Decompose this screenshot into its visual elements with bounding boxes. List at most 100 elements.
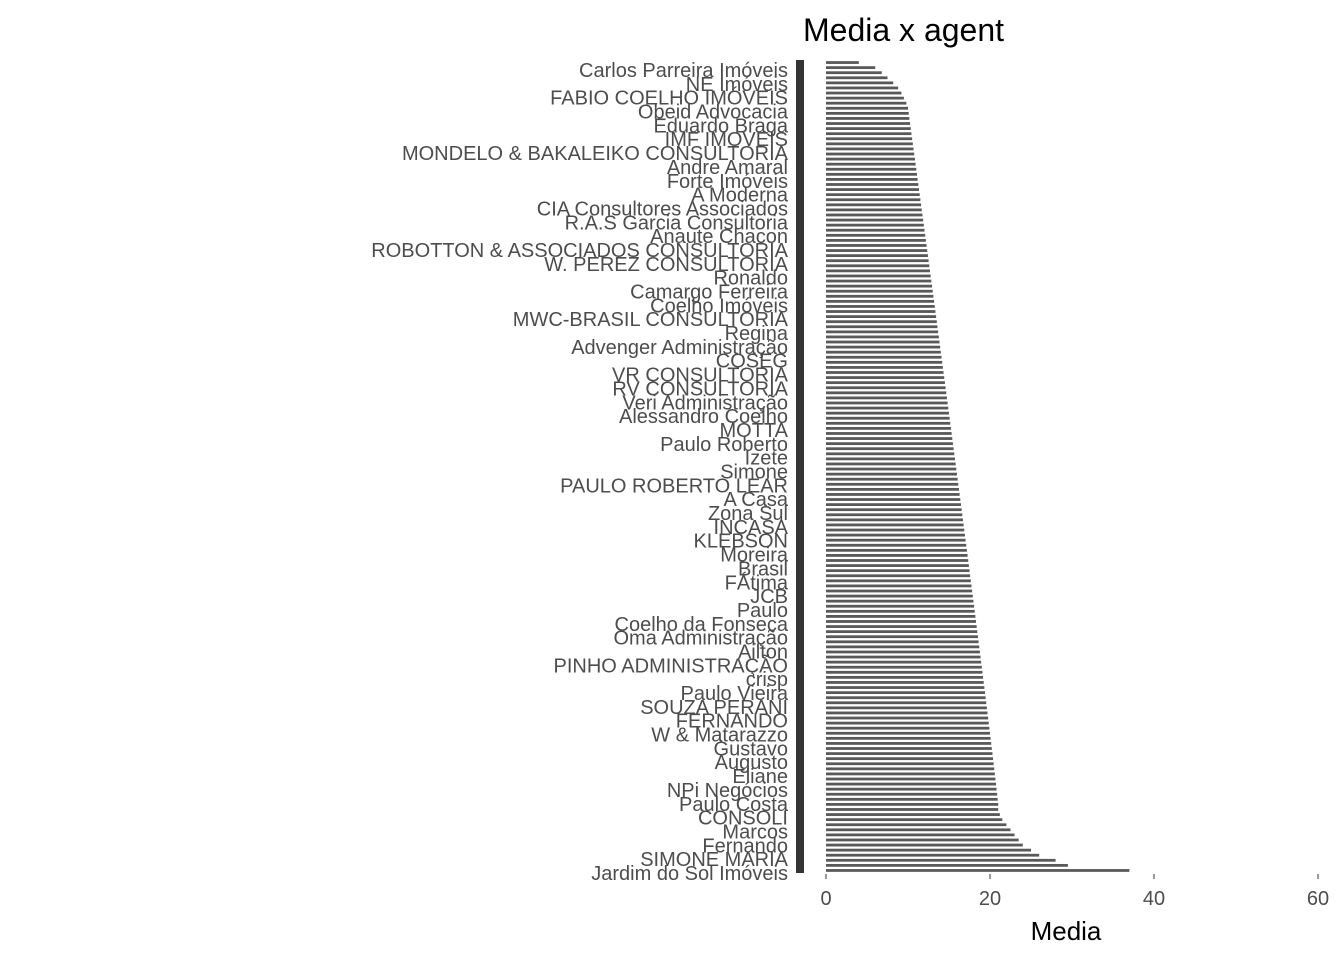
bar xyxy=(826,869,1130,872)
category-label: Alessandro Coelho xyxy=(619,406,788,428)
category-label: INCASA xyxy=(714,517,789,539)
bar xyxy=(826,381,945,385)
bar xyxy=(826,142,913,146)
category-label: KLEBSON xyxy=(694,531,788,553)
bar xyxy=(826,335,939,339)
category-label: Moreira xyxy=(720,545,789,567)
x-tick-label: 20 xyxy=(979,888,1001,910)
category-label: FÁtima xyxy=(725,571,789,594)
bar xyxy=(826,538,966,542)
bar xyxy=(826,782,996,786)
bar xyxy=(826,625,977,628)
bar xyxy=(826,736,991,740)
category-label: Ailton xyxy=(738,641,788,663)
bar xyxy=(826,818,1003,822)
bar xyxy=(826,183,919,186)
bar xyxy=(826,579,971,583)
x-tick-label: 60 xyxy=(1307,888,1329,910)
bar xyxy=(826,172,917,176)
category-label: COSEG xyxy=(716,351,788,373)
y-axis-ticks xyxy=(796,60,804,873)
category-label: Eduardo Braga xyxy=(653,115,788,137)
category-label: SOUZA PERANI xyxy=(640,697,788,719)
bar xyxy=(826,721,989,725)
bar xyxy=(826,620,977,623)
bar xyxy=(826,86,899,90)
bar xyxy=(826,564,969,567)
x-axis: 0 20 40 60 xyxy=(820,874,1329,910)
bar xyxy=(826,396,947,400)
bar xyxy=(826,284,933,288)
bar xyxy=(826,518,963,522)
bar xyxy=(826,254,928,258)
bar xyxy=(826,711,988,715)
y-tick-band xyxy=(796,60,804,873)
bar xyxy=(826,432,952,435)
bar xyxy=(826,731,990,735)
bar xyxy=(826,543,967,547)
category-label: A Moderna xyxy=(691,185,789,207)
bar xyxy=(826,315,937,319)
category-label: PINHO ADMINISTRAÇÃO xyxy=(554,653,788,677)
bar xyxy=(826,574,971,578)
bar xyxy=(826,665,982,669)
category-label: Paulo xyxy=(737,600,788,622)
category-label: Izete xyxy=(745,448,788,470)
bar xyxy=(826,401,948,405)
category-label: SIMONE MARIA xyxy=(640,849,788,871)
category-label: Obeid Advocacia xyxy=(638,102,789,124)
bar xyxy=(826,350,941,354)
category-label: IMF IMOVEIS xyxy=(665,129,788,151)
bar xyxy=(826,863,1068,867)
category-label: Paulo Costa xyxy=(679,794,789,816)
category-label: Coelho Imóveis xyxy=(650,295,788,317)
bar xyxy=(826,127,911,130)
bar xyxy=(826,767,995,771)
category-label: CONSOLI xyxy=(698,808,788,830)
bar xyxy=(826,426,951,430)
bar xyxy=(826,487,959,491)
bar xyxy=(826,452,955,456)
category-label: Anaute Chacon xyxy=(650,226,788,248)
bar xyxy=(826,442,953,446)
bar xyxy=(826,91,902,95)
category-label: Zona Sul xyxy=(708,503,788,525)
bar xyxy=(826,71,882,75)
bar xyxy=(826,650,980,654)
bar xyxy=(826,747,992,750)
category-label: CIA Consultores Associados xyxy=(537,198,788,220)
x-tick-label: 40 xyxy=(1143,888,1165,910)
bar xyxy=(826,223,924,227)
bar xyxy=(826,244,927,247)
bar xyxy=(826,858,1056,862)
bar xyxy=(826,355,942,359)
bar xyxy=(826,340,940,344)
bar xyxy=(826,655,981,659)
bar xyxy=(826,218,924,222)
category-label: PAULO ROBERTO LEAR xyxy=(560,475,788,497)
bar xyxy=(826,645,980,649)
category-label: Regina xyxy=(725,323,789,345)
bars xyxy=(826,61,1130,872)
bar xyxy=(826,294,934,298)
bar xyxy=(826,264,930,268)
bar xyxy=(826,584,972,588)
category-label: Andre Amaral xyxy=(667,157,788,179)
bar xyxy=(826,691,985,695)
bar xyxy=(826,167,917,171)
category-label: MOTTA xyxy=(719,420,788,442)
bar xyxy=(826,716,989,720)
x-tick-label: 0 xyxy=(820,888,831,910)
bar xyxy=(826,371,944,374)
bar xyxy=(826,61,859,64)
bar xyxy=(826,411,949,415)
bar xyxy=(826,188,920,191)
bar xyxy=(826,838,1019,842)
bar xyxy=(826,279,932,283)
category-label: ROBOTTON & ASSOCIADOS CONSULTORIA xyxy=(371,240,788,262)
category-label: Paulo Vieira xyxy=(681,683,789,705)
bar xyxy=(826,757,994,761)
bar xyxy=(826,533,965,537)
